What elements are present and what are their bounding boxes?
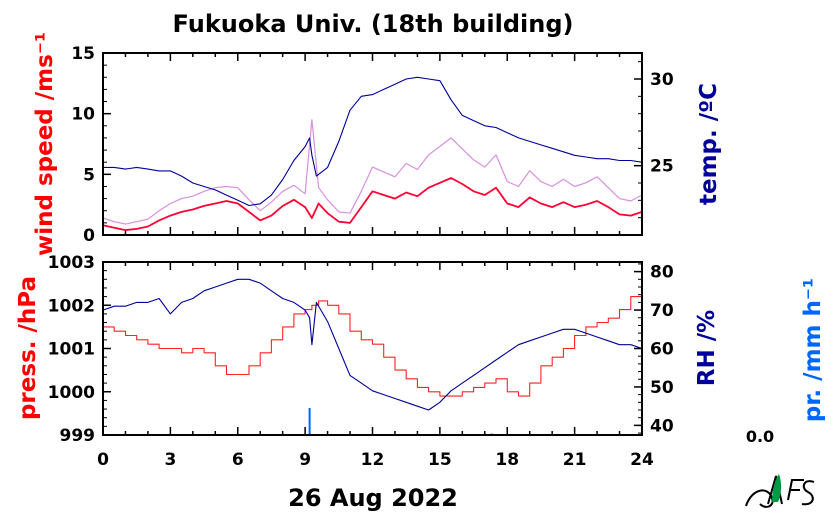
top-panel-frame (102, 52, 643, 236)
right-tick-label: 80 (650, 263, 674, 283)
right-tick-label: 60 (650, 340, 674, 360)
left-tick-label: 10 (71, 105, 95, 125)
lab-logo (745, 474, 815, 508)
chart-title: Fukuoka Univ. (18th building) (173, 10, 574, 38)
press-line (103, 279, 643, 397)
gust-line (102, 119, 643, 225)
bottom-panel: 0 3 6 9 12 15 18 21 24 999 1000 1001 1002 1003 40 50 60 7… (15, 253, 826, 470)
left-tick-label: 1002 (48, 296, 95, 316)
x-tick-label: 3 (164, 450, 176, 470)
rain-axis-label: pr. /mm h⁻¹ (800, 278, 826, 422)
right-tick-label: 50 (650, 378, 674, 398)
right-tick-label: 40 (650, 416, 674, 436)
wind-axis-label: wind speed /ms⁻¹ (32, 32, 58, 256)
bottom-panel-frame (102, 261, 643, 436)
rh-axis-label: RH /% (694, 310, 720, 386)
temp-line (103, 76, 643, 207)
left-tick-label: 1000 (48, 383, 95, 403)
x-tick-label: 6 (232, 450, 244, 470)
rain-bar (308, 408, 311, 435)
x-tick-label: 9 (299, 450, 311, 470)
x-axis-label: 26 Aug 2022 (288, 484, 458, 512)
rain-value: 0.0 (746, 427, 774, 446)
left-tick-label: 1003 (48, 253, 95, 273)
x-tick-label: 21 (563, 450, 587, 470)
left-tick-label: 0 (83, 226, 95, 246)
right-tick-label: 70 (650, 301, 674, 321)
left-tick-label: 5 (83, 165, 95, 185)
x-tick-label: 24 (630, 450, 654, 470)
press-axis-label: press. /hPa (15, 276, 41, 420)
left-tick-label: 1001 (48, 340, 95, 360)
rh-line (102, 278, 643, 411)
right-tick-label: 25 (650, 157, 674, 177)
right-tick-label: 30 (650, 70, 674, 90)
x-tick-label: 12 (361, 450, 385, 470)
temp-axis-label: temp. /ºC (696, 83, 722, 205)
left-tick-label: 15 (71, 44, 95, 64)
left-tick-label: 999 (60, 426, 96, 446)
x-tick-label: 15 (428, 450, 452, 470)
top-panel: 0 5 10 15 25 30 wind speed /ms⁻¹ temp. /ºC (32, 32, 722, 256)
x-tick-label: 18 (495, 450, 519, 470)
wind-line (102, 177, 643, 232)
x-tick-label: 0 (97, 450, 109, 470)
